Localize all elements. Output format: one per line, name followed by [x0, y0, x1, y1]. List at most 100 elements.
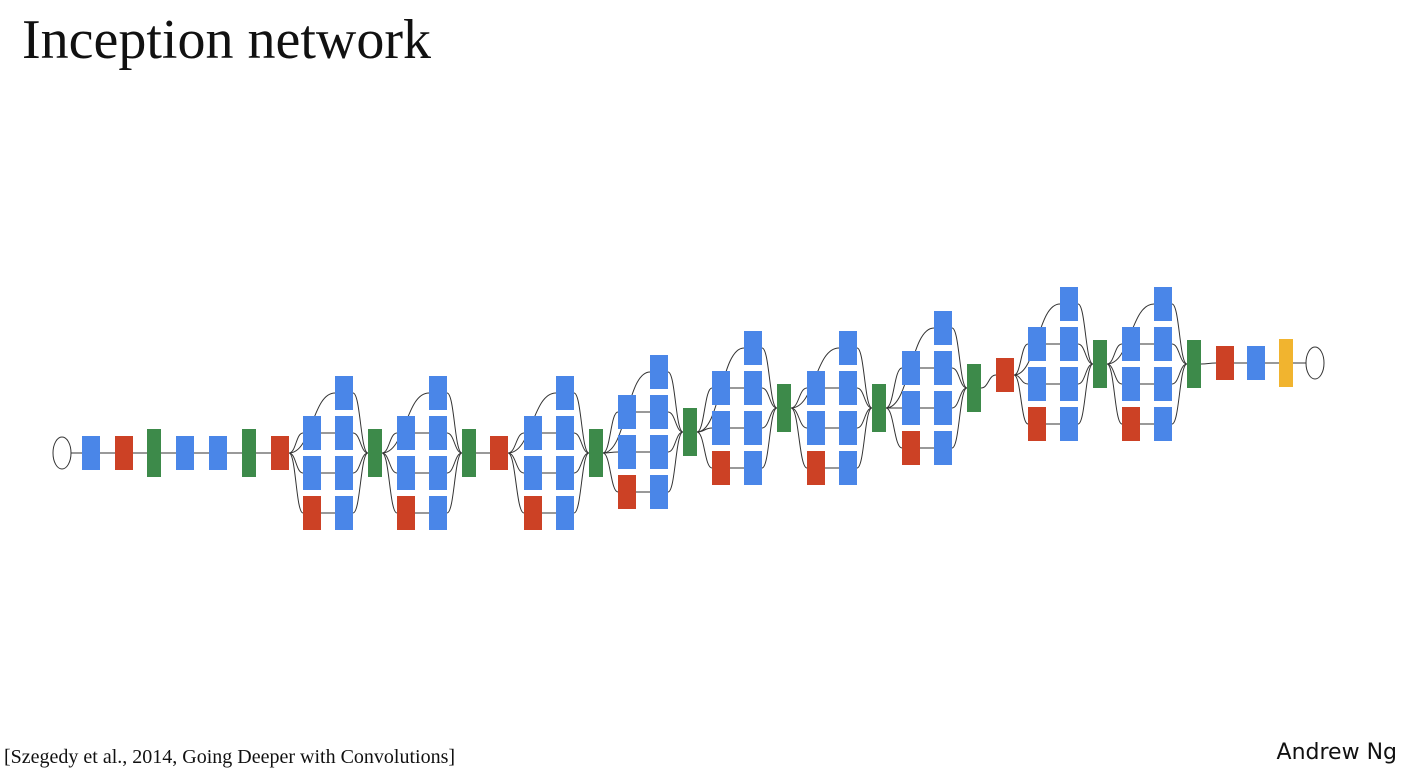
blue-layer — [1122, 327, 1140, 361]
blue-layer — [1028, 367, 1046, 401]
red-layer — [618, 475, 636, 509]
blue-layer — [82, 436, 100, 470]
blue-layer — [902, 391, 920, 425]
blue-layer — [429, 416, 447, 450]
edge — [696, 387, 713, 433]
citation: [Szegedy et al., 2014, Going Deeper with… — [4, 746, 456, 768]
edge — [381, 452, 398, 514]
edge — [446, 432, 463, 454]
edge — [790, 407, 808, 469]
blue-layer — [303, 416, 321, 450]
green-layer — [242, 429, 256, 477]
blue-layer — [556, 376, 574, 410]
edge — [288, 452, 304, 514]
blue-layer — [618, 435, 636, 469]
green-layer — [1093, 340, 1107, 388]
blue-layer — [839, 371, 857, 405]
edge — [352, 452, 369, 514]
edge — [980, 374, 997, 389]
yellow-layer — [1279, 339, 1293, 387]
edge — [573, 392, 590, 454]
edges — [71, 303, 1306, 514]
edge — [507, 432, 525, 454]
blue-layer — [303, 456, 321, 490]
edge — [1077, 363, 1094, 425]
edge — [790, 387, 808, 409]
red-layer — [1216, 346, 1234, 380]
red-layer — [490, 436, 508, 470]
green-layer — [462, 429, 476, 477]
blue-layer — [209, 436, 227, 470]
edge — [1171, 363, 1188, 425]
green-layer — [147, 429, 161, 477]
red-layer — [996, 358, 1014, 392]
blue-layer — [650, 435, 668, 469]
blue-layer — [335, 456, 353, 490]
edge — [1077, 343, 1094, 365]
green-layer — [368, 429, 382, 477]
blue-layer — [429, 376, 447, 410]
edge — [951, 327, 968, 389]
blue-layer — [397, 416, 415, 450]
blue-layer — [335, 416, 353, 450]
edge — [573, 452, 590, 514]
red-layer — [397, 496, 415, 530]
red-layer — [807, 451, 825, 485]
edge — [1013, 374, 1029, 425]
blue-layer — [712, 411, 730, 445]
blue-layer — [176, 436, 194, 470]
edge — [602, 451, 619, 454]
blue-layer — [934, 351, 952, 385]
red-layer — [115, 436, 133, 470]
edge — [951, 367, 968, 389]
blue-layer — [335, 376, 353, 410]
edge — [1171, 303, 1188, 365]
green-layer — [1187, 340, 1201, 388]
edge — [951, 387, 968, 449]
blue-layer — [1028, 327, 1046, 361]
blue-layer — [556, 496, 574, 530]
red-layer — [1122, 407, 1140, 441]
red-layer — [712, 451, 730, 485]
blue-layer — [1154, 327, 1172, 361]
edge — [352, 392, 369, 454]
blue-layer — [397, 456, 415, 490]
edge — [1106, 343, 1123, 365]
blue-layer — [1247, 346, 1265, 380]
edge — [1077, 303, 1094, 365]
blue-layer — [429, 456, 447, 490]
edge — [885, 407, 903, 449]
blue-layer — [524, 416, 542, 450]
red-layer — [902, 431, 920, 465]
edge — [761, 347, 778, 409]
blue-layer — [934, 311, 952, 345]
edge — [856, 407, 873, 469]
blue-layer — [1122, 367, 1140, 401]
blue-layer — [1060, 407, 1078, 441]
green-layer — [872, 384, 886, 432]
edge — [667, 411, 684, 433]
blue-layer — [839, 331, 857, 365]
blue-layer — [744, 331, 762, 365]
edge — [1171, 343, 1188, 365]
blue-layer — [934, 391, 952, 425]
blue-layer — [744, 451, 762, 485]
red-layer — [524, 496, 542, 530]
blue-layer — [650, 355, 668, 389]
edge — [885, 367, 903, 409]
edge — [446, 452, 463, 514]
edge — [761, 387, 778, 409]
edge — [446, 392, 463, 454]
blue-layer — [934, 431, 952, 465]
edge — [602, 411, 619, 454]
green-layer — [967, 364, 981, 412]
blue-layer — [618, 395, 636, 429]
red-layer — [1028, 407, 1046, 441]
author: Andrew Ng — [1276, 740, 1397, 765]
blue-layer — [902, 351, 920, 385]
edge — [1013, 343, 1029, 376]
red-layer — [303, 496, 321, 530]
blue-layer — [335, 496, 353, 530]
